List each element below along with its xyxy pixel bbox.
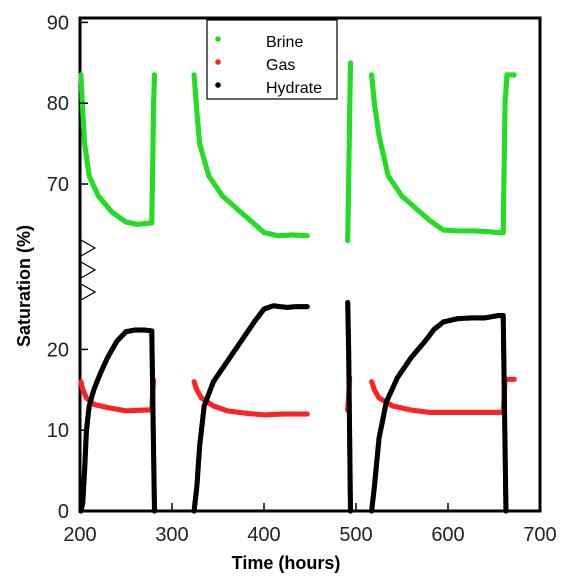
x-tick-label: 600 bbox=[431, 524, 464, 546]
y-axis-ticks: 0 10 20 70 80 90 bbox=[47, 12, 88, 523]
series-brine bbox=[78, 60, 517, 244]
data-point bbox=[151, 508, 158, 514]
legend: Brine Gas Hydrate bbox=[206, 19, 338, 100]
y-tick-label: 80 bbox=[47, 93, 69, 115]
x-tick-label: 500 bbox=[339, 524, 372, 546]
data-point bbox=[304, 304, 310, 310]
x-tick-label: 300 bbox=[155, 524, 188, 546]
legend-label-hydrate: Hydrate bbox=[266, 80, 322, 97]
plot-frame bbox=[78, 16, 542, 513]
data-point bbox=[511, 72, 517, 78]
x-axis-ticks: 200 300 400 500 600 700 bbox=[63, 503, 557, 546]
data-point bbox=[304, 411, 310, 417]
data-point bbox=[304, 233, 310, 239]
data-point bbox=[151, 72, 158, 78]
x-tick-label: 700 bbox=[523, 524, 556, 546]
series-hydrate bbox=[78, 299, 509, 514]
legend-box bbox=[206, 19, 338, 100]
y-axis-title: Saturation (%) bbox=[14, 225, 34, 347]
x-tick-label: 400 bbox=[247, 524, 280, 546]
legend-marker-gas bbox=[215, 59, 221, 65]
data-point bbox=[347, 508, 354, 514]
legend-label-gas: Gas bbox=[266, 57, 295, 74]
legend-marker-hydrate bbox=[215, 82, 221, 88]
y-tick-label: 70 bbox=[47, 174, 69, 196]
data-marks bbox=[78, 60, 517, 514]
y-tick-label: 20 bbox=[47, 339, 69, 361]
legend-marker-brine bbox=[215, 36, 221, 42]
data-point bbox=[347, 60, 354, 66]
x-tick-label: 200 bbox=[63, 524, 96, 546]
y-tick-label: 0 bbox=[58, 501, 69, 523]
y-axis-break-marker bbox=[80, 238, 97, 302]
data-point bbox=[511, 376, 517, 382]
legend-label-brine: Brine bbox=[266, 34, 303, 51]
y-tick-label: 10 bbox=[47, 420, 69, 442]
series-gas bbox=[78, 375, 517, 418]
y-tick-label: 90 bbox=[47, 12, 69, 34]
x-axis-title: Time (hours) bbox=[232, 553, 341, 573]
data-point bbox=[503, 508, 509, 514]
